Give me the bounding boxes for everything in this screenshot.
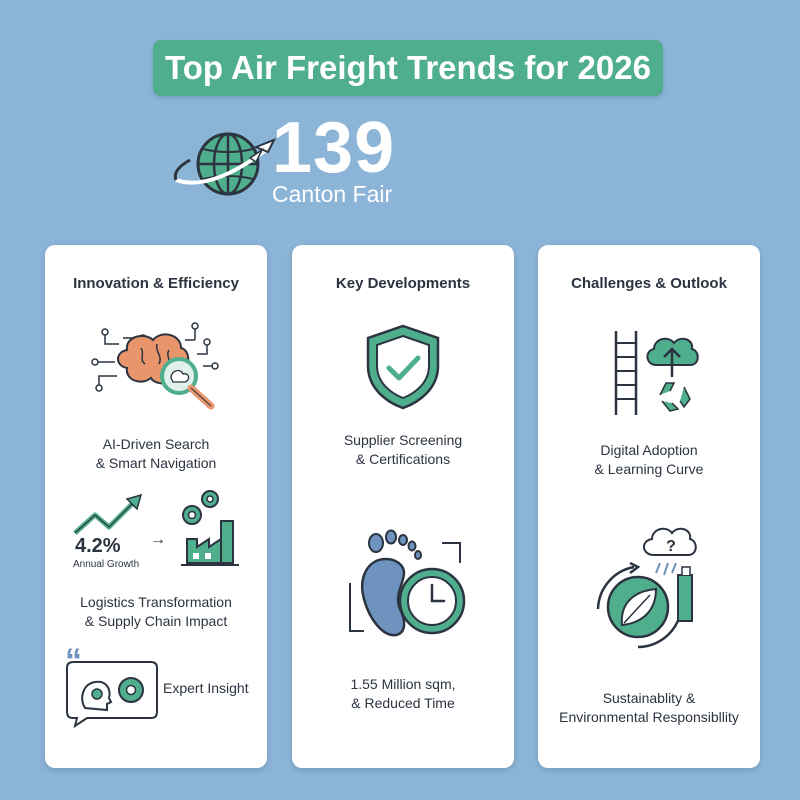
- expert-insight-icon: [66, 661, 158, 729]
- page-title: Top Air Freight Trends for 2026: [153, 40, 663, 96]
- hero-subtitle: Canton Fair: [272, 181, 393, 207]
- quote-mark-icon: “: [65, 642, 82, 680]
- item-growth: 4.2% Annual Growth →: [45, 485, 267, 575]
- shield-check-icon: [366, 324, 440, 410]
- expert-label: Expert Insight: [163, 680, 249, 696]
- caption-growth: Logistics Transformation & Supply Chain …: [80, 594, 232, 629]
- item-supplier: [292, 320, 514, 415]
- card-title: Challenges & Outlook: [571, 275, 727, 292]
- svg-text:?: ?: [666, 538, 676, 555]
- card-innovation: Innovation & Efficiency AI-Driven Search…: [45, 245, 267, 768]
- caption-footprint: 1.55 Million sqm, & Reduced Time: [350, 676, 456, 711]
- ladder-cloud-recycle-icon: [614, 331, 699, 415]
- caption-sustainability: Sustainablity & Environmental Responsibl…: [559, 690, 739, 725]
- growth-value: 4.2%: [75, 535, 121, 557]
- item-footprint: [292, 513, 514, 653]
- caption-supplier: Supplier Screening & Certifications: [343, 432, 463, 467]
- arrow-right-icon: →: [150, 531, 166, 548]
- card-developments: Key Developments Supplier Screening & Ce…: [292, 245, 514, 768]
- footprint-clock-icon: [349, 529, 466, 637]
- caption-digital: Digital Adoption & Learning Curve: [594, 442, 704, 477]
- item-sustainability: ?: [538, 523, 760, 653]
- hero-block: [170, 110, 420, 220]
- growth-factory-icon: [73, 490, 239, 566]
- card-challenges: Challenges & Outlook Digital Adoption & …: [538, 245, 760, 768]
- item-ai-search: [45, 320, 267, 410]
- card-title: Key Developments: [335, 275, 471, 292]
- item-expert: “ Expert Insight: [45, 644, 267, 730]
- cloud-leaf-cycle-icon: ?: [596, 527, 697, 649]
- hero-number: 139: [272, 108, 396, 188]
- growth-label: Annual Growth: [73, 559, 140, 570]
- item-digital: [538, 325, 760, 420]
- caption-ai-search: AI-Driven Search & Smart Navigation: [95, 436, 217, 471]
- card-title: Innovation & Efficiency: [73, 275, 239, 292]
- globe-plane-icon: [173, 132, 277, 196]
- ai-brain-search-icon: [91, 322, 219, 410]
